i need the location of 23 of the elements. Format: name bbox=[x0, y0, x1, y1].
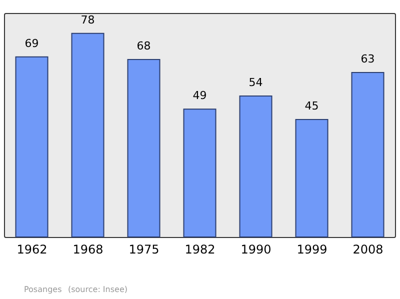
data-label: 45 bbox=[304, 100, 319, 113]
data-label: 68 bbox=[136, 39, 151, 52]
x-tick-label: 1962 bbox=[16, 242, 48, 257]
x-tick-label: 1968 bbox=[72, 242, 104, 257]
x-tick-label: 1990 bbox=[240, 242, 272, 257]
x-tick-label: 1999 bbox=[296, 242, 328, 257]
data-label: 69 bbox=[24, 36, 39, 50]
bar bbox=[15, 56, 48, 238]
data-label: 54 bbox=[248, 76, 263, 90]
x-tick-label: 2008 bbox=[352, 242, 384, 257]
data-label: 78 bbox=[80, 13, 95, 26]
bar bbox=[183, 108, 216, 238]
bar bbox=[295, 119, 328, 238]
x-tick-label: 1975 bbox=[128, 242, 160, 257]
bar bbox=[351, 72, 384, 238]
bar bbox=[127, 58, 160, 238]
x-tick-label: 1982 bbox=[184, 242, 216, 257]
text: Posanges bbox=[24, 285, 62, 294]
bar bbox=[239, 96, 272, 238]
data-label: 49 bbox=[192, 89, 207, 102]
text: (source: Insee) bbox=[68, 285, 128, 294]
data-label: 63 bbox=[360, 52, 375, 66]
bar bbox=[71, 32, 104, 238]
